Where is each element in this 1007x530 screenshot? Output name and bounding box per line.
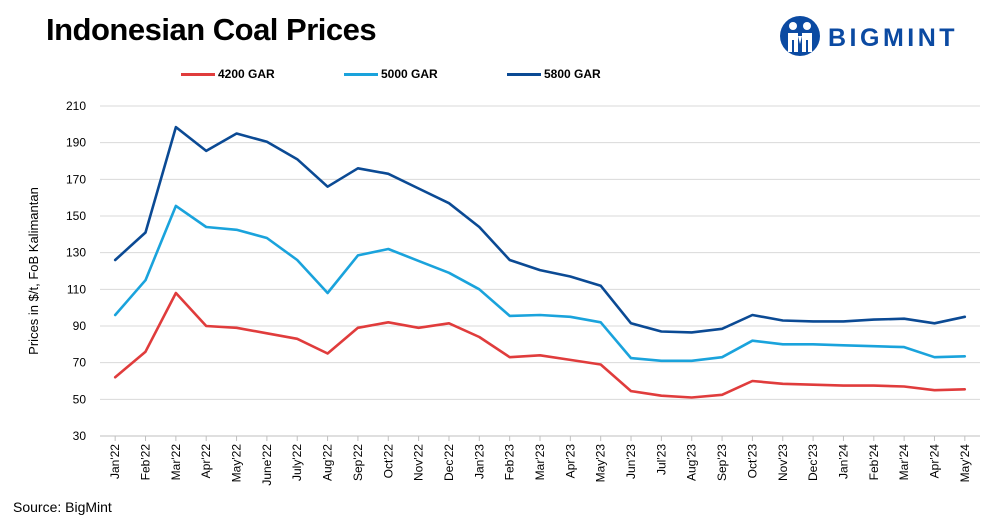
x-tick-label: Jun'23 bbox=[624, 444, 638, 479]
series-line-4200-gar bbox=[113, 291, 967, 399]
legend-label-5800: 5800 GAR bbox=[544, 67, 601, 81]
x-tick-label: May'22 bbox=[230, 444, 244, 483]
y-tick-label: 70 bbox=[73, 356, 87, 370]
y-tick-label: 190 bbox=[66, 136, 86, 150]
legend-item-5800: 5800 GAR bbox=[507, 64, 601, 84]
y-tick-label: 130 bbox=[66, 246, 86, 260]
series-line-5000-gar bbox=[113, 204, 967, 363]
legend-swatch-5000 bbox=[344, 72, 378, 76]
x-tick-label: Mar'22 bbox=[169, 444, 183, 481]
x-tick-label: Sep'23 bbox=[715, 444, 729, 481]
x-tick-label: July'22 bbox=[290, 444, 304, 481]
legend: 4200 GAR 5000 GAR 5800 GAR bbox=[0, 64, 1007, 84]
series-line-5800-gar bbox=[113, 125, 967, 334]
x-tick-label: Nov'23 bbox=[776, 444, 790, 481]
x-tick-label: Jan'22 bbox=[108, 444, 122, 479]
x-tick-label: Oct'23 bbox=[745, 444, 759, 479]
x-tick-label: Nov'22 bbox=[412, 444, 426, 481]
x-tick-label: Dec'22 bbox=[442, 444, 456, 481]
brand-name: BIGMINT bbox=[828, 24, 959, 52]
x-tick-label: Feb'23 bbox=[503, 444, 517, 481]
source-note: Source: BigMint bbox=[13, 499, 112, 515]
x-tick-label: Feb'22 bbox=[139, 444, 153, 481]
legend-swatch-5800 bbox=[507, 72, 541, 76]
x-tick-label: May'24 bbox=[958, 444, 972, 483]
x-tick-label: Dec'23 bbox=[806, 444, 820, 481]
x-tick-label: Jul'23 bbox=[654, 444, 668, 475]
legend-label-4200: 4200 GAR bbox=[218, 67, 275, 81]
x-tick-label: May'23 bbox=[594, 444, 608, 483]
y-tick-label: 90 bbox=[73, 319, 87, 333]
y-tick-label: 110 bbox=[67, 282, 86, 296]
brand-logo: BIGMINT bbox=[778, 14, 998, 58]
y-tick-label: 210 bbox=[66, 99, 86, 113]
x-tick-label: Aug'22 bbox=[321, 444, 335, 481]
x-tick-label: Mar'23 bbox=[533, 444, 547, 481]
y-axis-label: Prices in $/t, FoB Kalimantan bbox=[26, 187, 41, 355]
bigmint-logo-icon bbox=[780, 16, 820, 56]
legend-label-5000: 5000 GAR bbox=[381, 67, 438, 81]
x-tick-label: Oct'22 bbox=[381, 444, 395, 479]
legend-item-5000: 5000 GAR bbox=[344, 64, 438, 84]
y-tick-label: 150 bbox=[66, 209, 86, 223]
y-tick-label: 50 bbox=[73, 392, 87, 406]
x-tick-label: Sep'22 bbox=[351, 444, 365, 481]
chart-title: Indonesian Coal Prices bbox=[46, 12, 377, 47]
y-tick-label: 170 bbox=[66, 172, 86, 186]
x-tick-label: Apr'22 bbox=[199, 444, 213, 479]
y-tick-label: 30 bbox=[73, 429, 87, 443]
x-tick-label: Feb'24 bbox=[867, 444, 881, 481]
legend-swatch-4200 bbox=[181, 72, 215, 76]
x-tick-label: Apr'24 bbox=[927, 444, 941, 479]
legend-item-4200: 4200 GAR bbox=[181, 64, 275, 84]
x-tick-label: Mar'24 bbox=[897, 444, 911, 481]
x-tick-label: Jan'23 bbox=[472, 444, 486, 479]
x-tick-label: Jan'24 bbox=[836, 444, 850, 479]
x-tick-label: Apr'23 bbox=[563, 444, 577, 479]
x-tick-label: June'22 bbox=[260, 444, 274, 486]
x-tick-label: Aug'23 bbox=[685, 444, 699, 481]
